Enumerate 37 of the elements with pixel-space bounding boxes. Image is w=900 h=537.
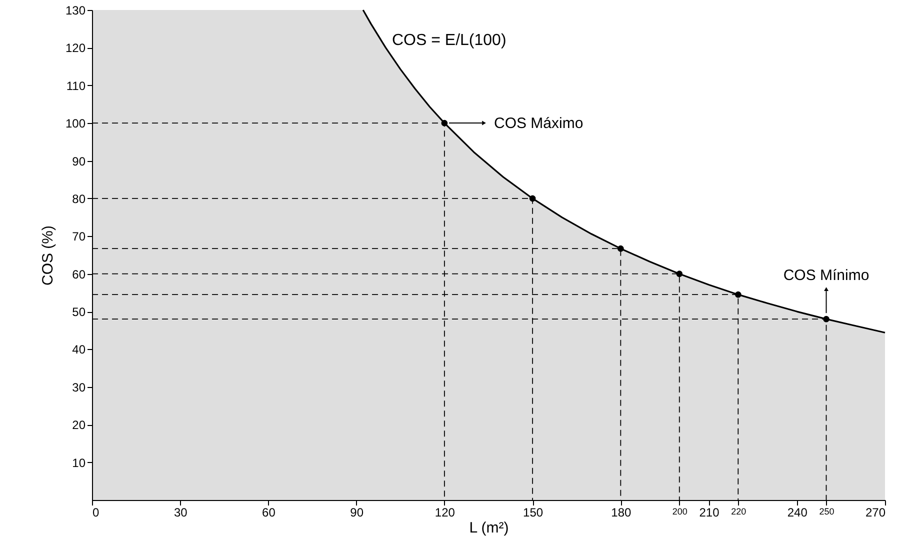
y-tick-label: 30: [72, 380, 86, 394]
x-tick-label: 270: [865, 506, 886, 520]
x-tick-label: 240: [787, 506, 808, 520]
y-tick-label: 90: [72, 154, 86, 168]
point: [529, 195, 536, 202]
y-tick-label: 80: [72, 192, 86, 206]
y-tick-label: 130: [65, 4, 86, 18]
point: [618, 245, 624, 252]
x-tick-label: 30: [174, 506, 188, 520]
y-tick-label: 10: [72, 456, 86, 470]
point: [823, 316, 830, 322]
x-tick-label: 120: [434, 506, 456, 520]
y-tick-label: 50: [72, 305, 86, 320]
point: [676, 270, 683, 277]
x-tick-label: 200: [672, 506, 688, 516]
y-tick-label: 20: [72, 418, 86, 432]
x-tick-label: 220: [731, 506, 746, 516]
y-tick-label: 100: [65, 116, 86, 131]
point: [734, 291, 742, 298]
x-axis-title: L (m²): [469, 520, 509, 536]
y-tick-label: 60: [72, 267, 86, 282]
annotation: COS = E/L(100): [392, 32, 506, 49]
x-tick-label: 250: [819, 506, 834, 516]
y-tick-label: 70: [72, 230, 86, 244]
x-tick-label: 210: [699, 506, 720, 520]
x-tick-label: 150: [523, 506, 544, 520]
annotation: COS Mínimo: [783, 267, 870, 284]
x-tick-label: 0: [92, 506, 100, 520]
y-axis-title: COS (%): [39, 225, 56, 286]
x-tick-label: 90: [350, 506, 364, 520]
point: [441, 120, 448, 126]
y-tick-label: 40: [72, 342, 86, 357]
annotation: COS Máximo: [494, 115, 584, 132]
y-tick-label: 110: [66, 78, 86, 93]
x-tick-label: 180: [611, 506, 632, 520]
y-tick-label: 120: [65, 41, 86, 56]
x-tick-label: 60: [262, 506, 276, 520]
